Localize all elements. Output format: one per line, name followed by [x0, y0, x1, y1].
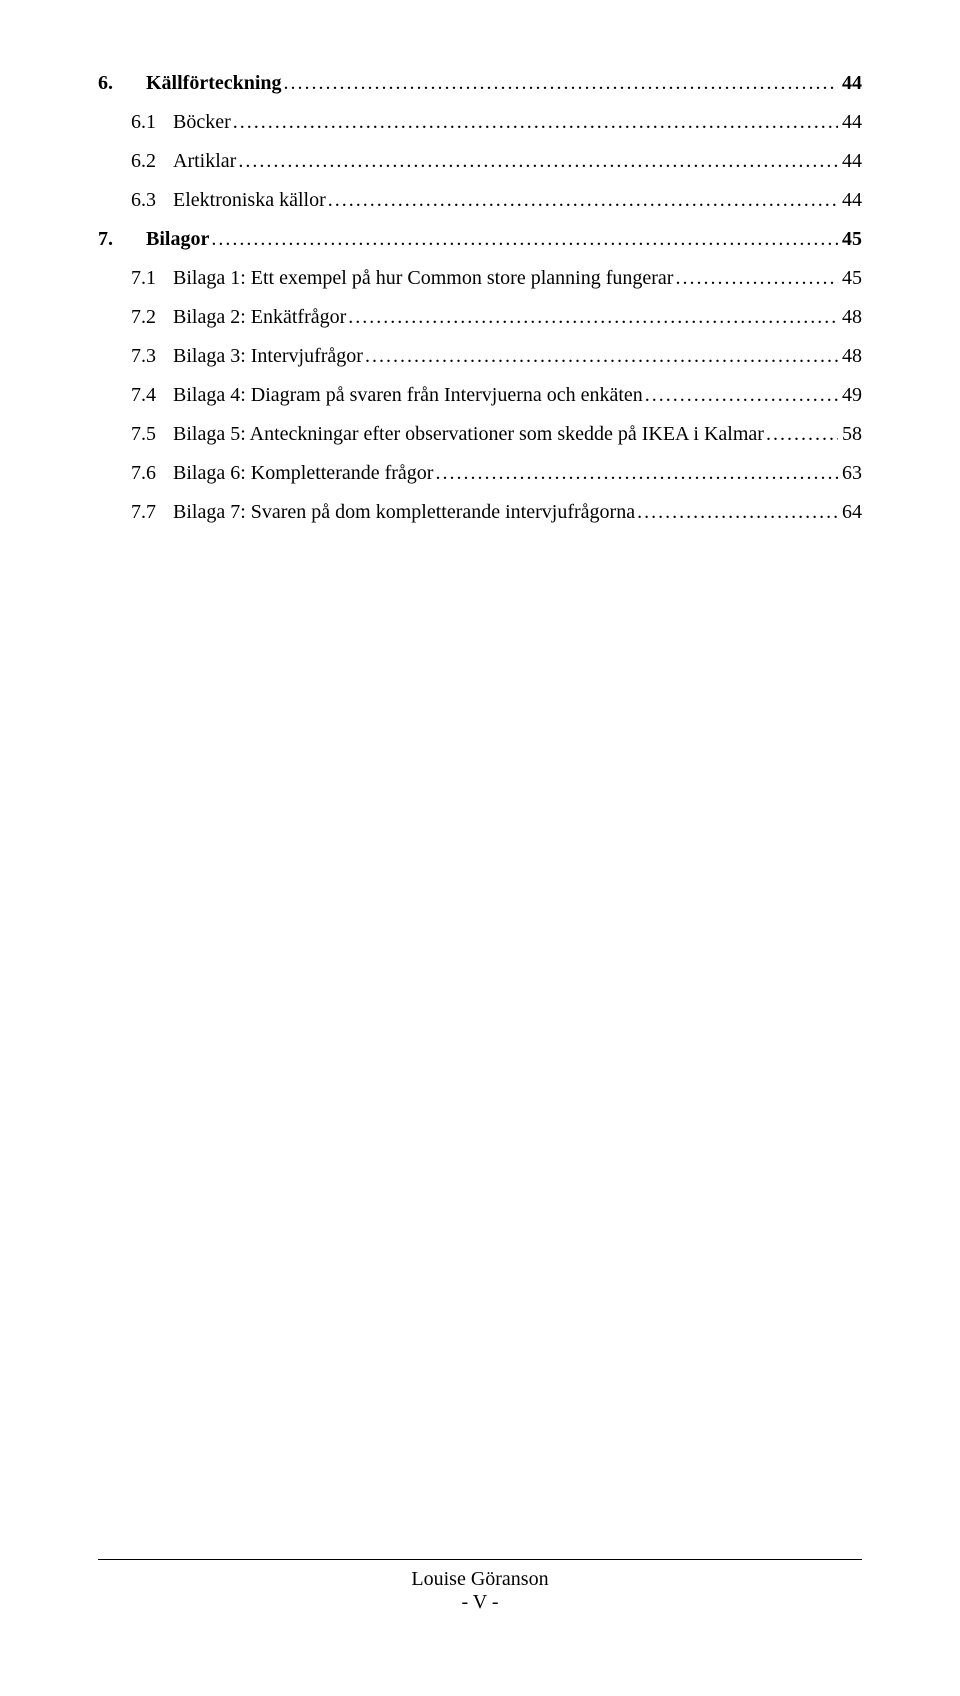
toc-title: Bilaga 2: Enkätfrågor	[173, 304, 346, 331]
toc-number: 7.2	[131, 304, 173, 331]
toc-entry: 6.2 Artiklar 44	[131, 148, 862, 175]
toc-page: 44	[838, 70, 862, 97]
toc-number: 6.3	[131, 187, 173, 214]
toc-leader	[346, 304, 838, 331]
toc-page: 64	[838, 499, 862, 526]
toc-entry: 7.7 Bilaga 7: Svaren på dom kompletteran…	[131, 499, 862, 526]
footer-rule	[98, 1559, 862, 1560]
toc-page: 58	[838, 421, 862, 448]
toc-leader	[635, 499, 838, 526]
table-of-contents: 6. Källförteckning 44 6.1 Böcker 44 6.2 …	[98, 70, 862, 526]
toc-entry: 7.3 Bilaga 3: Intervjufrågor 48	[131, 343, 862, 370]
toc-page: 48	[838, 343, 862, 370]
toc-number: 6.1	[131, 109, 173, 136]
toc-leader	[282, 70, 838, 97]
toc-page: 45	[838, 226, 862, 253]
toc-number: 7.3	[131, 343, 173, 370]
toc-entry: 6.3 Elektroniska källor 44	[131, 187, 862, 214]
toc-title: Bilaga 4: Diagram på svaren från Intervj…	[173, 382, 643, 409]
toc-entry: 7. Bilagor 45	[98, 226, 862, 253]
toc-page: 44	[838, 187, 862, 214]
toc-number: 7.1	[131, 265, 173, 292]
toc-page: 44	[838, 109, 862, 136]
toc-leader	[673, 265, 838, 292]
toc-number: 7.7	[131, 499, 173, 526]
toc-title: Källförteckning	[146, 70, 282, 97]
toc-entry: 7.5 Bilaga 5: Anteckningar efter observa…	[131, 421, 862, 448]
toc-page: 45	[838, 265, 862, 292]
toc-title: Bilaga 6: Kompletterande frågor	[173, 460, 433, 487]
toc-leader	[326, 187, 838, 214]
toc-title: Artiklar	[173, 148, 236, 175]
toc-entry: 7.2 Bilaga 2: Enkätfrågor 48	[131, 304, 862, 331]
toc-entry: 7.6 Bilaga 6: Kompletterande frågor 63	[131, 460, 862, 487]
toc-title: Bilaga 7: Svaren på dom kompletterande i…	[173, 499, 635, 526]
toc-page: 49	[838, 382, 862, 409]
footer-page-number: - V -	[98, 1591, 862, 1614]
toc-page: 48	[838, 304, 862, 331]
toc-leader	[231, 109, 838, 136]
toc-title: Elektroniska källor	[173, 187, 326, 214]
toc-leader	[433, 460, 838, 487]
toc-entry: 6. Källförteckning 44	[98, 70, 862, 97]
toc-entry: 6.1 Böcker 44	[131, 109, 862, 136]
toc-title: Bilaga 5: Anteckningar efter observation…	[173, 421, 764, 448]
toc-entry: 7.4 Bilaga 4: Diagram på svaren från Int…	[131, 382, 862, 409]
toc-leader	[764, 421, 838, 448]
toc-title: Bilaga 3: Intervjufrågor	[173, 343, 363, 370]
toc-leader	[643, 382, 838, 409]
toc-number: 6.2	[131, 148, 173, 175]
toc-number: 6.	[98, 70, 146, 97]
toc-page: 44	[838, 148, 862, 175]
toc-number: 7.6	[131, 460, 173, 487]
toc-title: Bilaga 1: Ett exempel på hur Common stor…	[173, 265, 673, 292]
toc-page: 63	[838, 460, 862, 487]
footer-author: Louise Göranson	[98, 1568, 862, 1591]
toc-number: 7.5	[131, 421, 173, 448]
toc-title: Böcker	[173, 109, 231, 136]
toc-title: Bilagor	[146, 226, 209, 253]
toc-number: 7.4	[131, 382, 173, 409]
toc-entry: 7.1 Bilaga 1: Ett exempel på hur Common …	[131, 265, 862, 292]
toc-leader	[209, 226, 838, 253]
document-page: 6. Källförteckning 44 6.1 Böcker 44 6.2 …	[0, 0, 960, 1696]
toc-number: 7.	[98, 226, 146, 253]
page-footer: Louise Göranson - V -	[98, 1559, 862, 1614]
toc-leader	[236, 148, 838, 175]
toc-leader	[363, 343, 838, 370]
